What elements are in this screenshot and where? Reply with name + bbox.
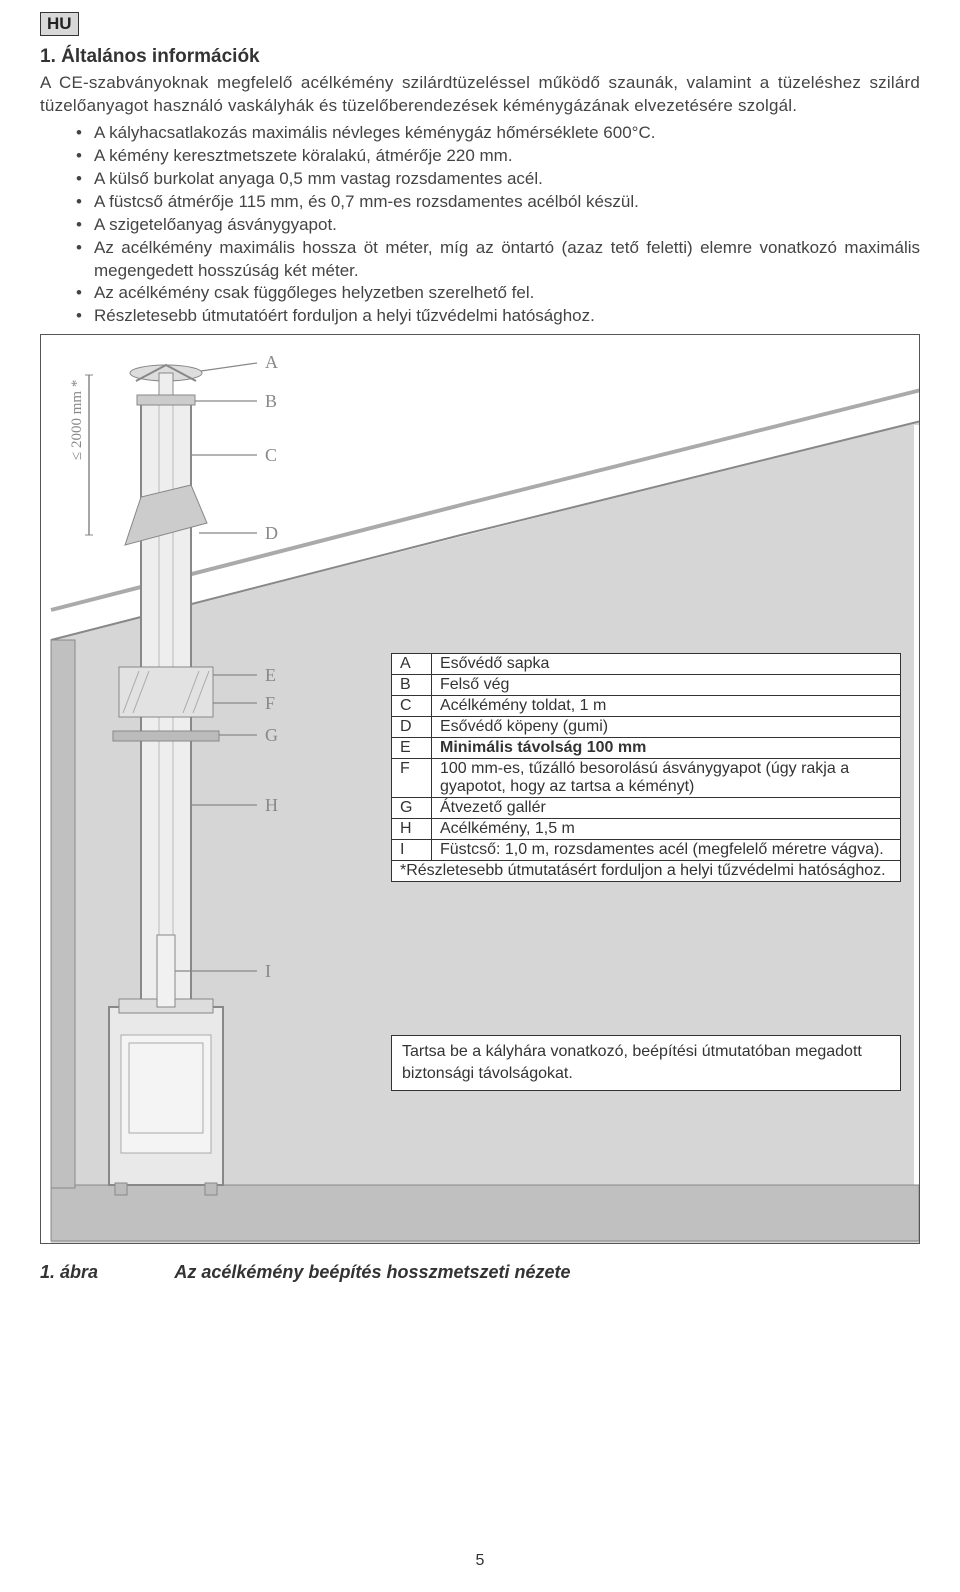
legend-value: Átvezető gallér: [432, 798, 901, 819]
list-item: Az acélkémény maximális hossza öt méter,…: [76, 237, 920, 283]
page-number: 5: [0, 1552, 960, 1570]
table-row: HAcélkémény, 1,5 m: [392, 819, 901, 840]
marker-e: E: [265, 665, 276, 685]
table-row: AEsővédő sapka: [392, 654, 901, 675]
legend-value: Acélkémény toldat, 1 m: [432, 696, 901, 717]
marker-g: G: [265, 725, 278, 745]
list-item: A kályhacsatlakozás maximális névleges k…: [76, 122, 920, 145]
legend-value: 100 mm-es, tűzálló besorolású ásványgyap…: [432, 759, 901, 798]
list-item: A kémény keresztmetszete köralakú, átmér…: [76, 145, 920, 168]
list-item: A külső burkolat anyaga 0,5 mm vastag ro…: [76, 168, 920, 191]
legend-table: AEsővédő sapka BFelső vég CAcélkémény to…: [391, 653, 901, 882]
legend-value: Füstcső: 1,0 m, rozsdamentes acél (megfe…: [432, 840, 901, 861]
spec-list: A kályhacsatlakozás maximális névleges k…: [40, 122, 920, 328]
legend-value: Esővédő köpeny (gumi): [432, 717, 901, 738]
legend-key: I: [392, 840, 432, 861]
marker-f: F: [265, 693, 275, 713]
marker-c: C: [265, 445, 277, 465]
list-item: Részletesebb útmutatóért forduljon a hel…: [76, 305, 920, 328]
figure-title: Az acélkémény beépítés hosszmetszeti néz…: [174, 1262, 570, 1282]
legend-key: D: [392, 717, 432, 738]
dimension-label: ≤ 2000 mm *: [69, 380, 85, 460]
section-title: 1. Általános információk: [40, 46, 920, 68]
legend-value: Acélkémény, 1,5 m: [432, 819, 901, 840]
marker-d: D: [265, 523, 278, 543]
table-row: GÁtvezető gallér: [392, 798, 901, 819]
legend-key: A: [392, 654, 432, 675]
legend-key: H: [392, 819, 432, 840]
legend-key: E: [392, 738, 432, 759]
figure-caption: 1. ábra Az acélkémény beépítés hosszmets…: [40, 1262, 920, 1283]
legend-value: Minimális távolság 100 mm: [432, 738, 901, 759]
safety-note-box: Tartsa be a kályhára vonatkozó, beépítés…: [391, 1035, 901, 1090]
table-row: EMinimális távolság 100 mm: [392, 738, 901, 759]
legend-footnote: *Részletesebb útmutatásért forduljon a h…: [392, 861, 901, 882]
table-row: BFelső vég: [392, 675, 901, 696]
marker-i: I: [265, 961, 271, 981]
marker-a: A: [265, 352, 278, 372]
figure-number: 1. ábra: [40, 1262, 170, 1283]
diagram-frame: ≤ 2000 mm * A B C D E F G H I AEsővédő s…: [40, 334, 920, 1244]
table-row: F100 mm-es, tűzálló besorolású ásványgya…: [392, 759, 901, 798]
language-badge: HU: [40, 12, 79, 36]
list-item: A füstcső átmérője 115 mm, és 0,7 mm-es …: [76, 191, 920, 214]
table-row: *Részletesebb útmutatásért forduljon a h…: [392, 861, 901, 882]
legend-key: F: [392, 759, 432, 798]
table-row: CAcélkémény toldat, 1 m: [392, 696, 901, 717]
legend-key: G: [392, 798, 432, 819]
legend-value: Felső vég: [432, 675, 901, 696]
list-item: A szigetelőanyag ásványgyapot.: [76, 214, 920, 237]
legend-key: B: [392, 675, 432, 696]
marker-h: H: [265, 795, 278, 815]
intro-paragraph: A CE-szabványoknak megfelelő acélkémény …: [40, 72, 920, 118]
marker-b: B: [265, 391, 277, 411]
list-item: Az acélkémény csak függőleges helyzetben…: [76, 282, 920, 305]
legend-key: C: [392, 696, 432, 717]
table-row: DEsővédő köpeny (gumi): [392, 717, 901, 738]
table-row: IFüstcső: 1,0 m, rozsdamentes acél (megf…: [392, 840, 901, 861]
legend-value: Esővédő sapka: [432, 654, 901, 675]
